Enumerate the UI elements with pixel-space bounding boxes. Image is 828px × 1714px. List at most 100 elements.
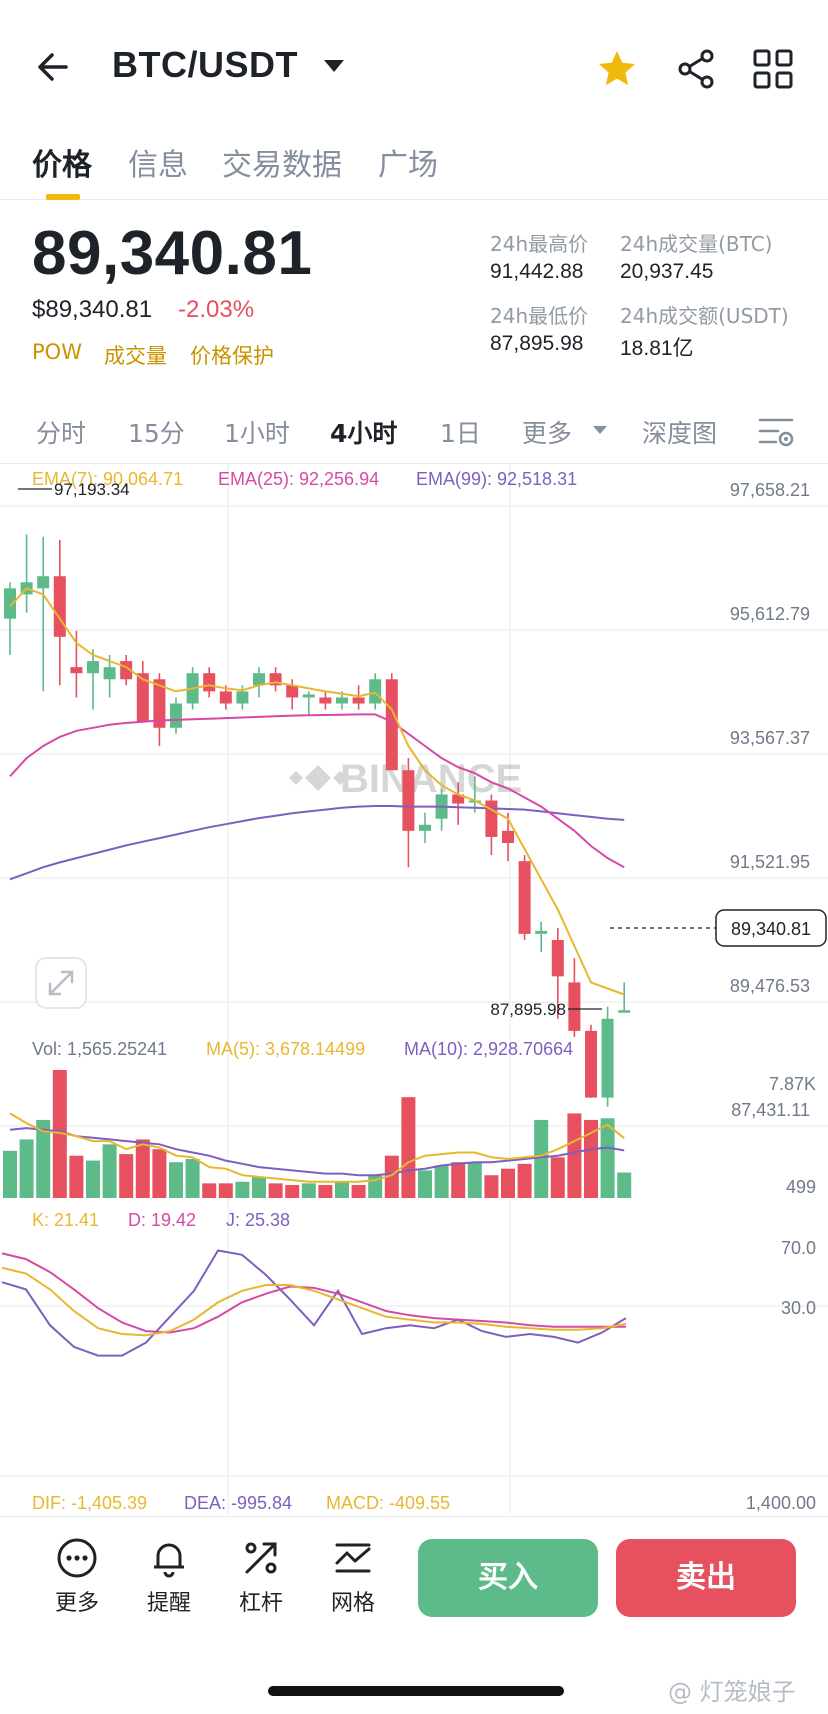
ema99-line <box>9 805 625 881</box>
chart-canvas[interactable]: BINANCE EMA(7): 90,064.71 EMA(25): 92,25… <box>0 464 828 1514</box>
sell-button[interactable]: 卖出 <box>616 1539 796 1617</box>
tab-square[interactable]: 广场 <box>378 148 438 183</box>
candle-body <box>618 1010 631 1013</box>
stat-vol-btc-label: 24h成交量(BTC) <box>620 232 773 256</box>
vol-tick-max: 7.87K <box>769 1074 816 1094</box>
price-tick-5: 89,476.53 <box>730 976 810 996</box>
grid-icon[interactable] <box>752 48 794 90</box>
candle-body <box>535 930 548 934</box>
pair-title[interactable]: BTC/USDT <box>112 44 298 85</box>
buy-button[interactable]: 买入 <box>418 1539 598 1617</box>
volume-bar <box>285 1184 300 1198</box>
expand-button[interactable] <box>35 957 87 1009</box>
kdj-tick-70: 70.0 <box>781 1238 816 1258</box>
interval-15m[interactable]: 15分 <box>128 419 185 448</box>
kdj-d-legend: D: 19.42 <box>128 1210 196 1230</box>
expand-icon <box>48 970 74 996</box>
kdj-j-legend: J: 25.38 <box>226 1210 290 1230</box>
page-tabs: 价格 信息 交易数据 广场 <box>0 130 828 200</box>
tab-info[interactable]: 信息 <box>128 148 188 183</box>
volume-bar <box>501 1168 515 1198</box>
last-price-box[interactable] <box>715 909 827 947</box>
grid-trading-label: 网格 <box>330 1591 375 1616</box>
chart-grid <box>0 464 828 1514</box>
volume-bar <box>185 1158 200 1198</box>
alert-button[interactable]: 提醒 <box>124 1537 214 1617</box>
share-icon[interactable] <box>676 48 718 90</box>
star-icon[interactable] <box>596 48 638 90</box>
candle-body <box>170 703 182 728</box>
kdj-d-line <box>1 1252 626 1334</box>
stat-vol-usdt-value: 18.81亿 <box>620 337 694 360</box>
volume-bar <box>617 1172 632 1198</box>
price-tick-1: 97,658.21 <box>730 480 810 500</box>
kline-chart[interactable]: BINANCE EMA(7): 90,064.71 EMA(25): 92,25… <box>0 464 828 1514</box>
volume-bar <box>218 1183 233 1198</box>
kdj-k-legend: K: 21.41 <box>32 1210 99 1230</box>
ema25-legend: EMA(25): 92,256.94 <box>218 469 379 489</box>
stat-low-label: 24h最低价 <box>490 304 589 328</box>
tag-volume[interactable]: 成交量 <box>104 344 167 368</box>
header-bar: BTC/USDT <box>0 0 828 130</box>
ema7-line <box>9 587 625 996</box>
tag-pow[interactable]: POW <box>32 340 82 364</box>
candle-body <box>402 770 415 831</box>
stat-high-label: 24h最高价 <box>490 232 589 256</box>
grid-trading-button[interactable]: 网格 <box>308 1537 398 1617</box>
candle-body <box>236 691 249 704</box>
caret-down-icon[interactable] <box>592 425 608 435</box>
candle-body <box>419 824 431 831</box>
price-tick-2: 95,612.79 <box>730 604 810 624</box>
volume-bar <box>517 1163 532 1198</box>
more-icon <box>57 1538 97 1578</box>
more-button[interactable]: 更多 <box>32 1537 122 1617</box>
kdj-layer <box>1 1249 627 1357</box>
caret-down-icon[interactable] <box>322 58 346 74</box>
interval-time[interactable]: 分时 <box>36 419 87 448</box>
volume-bar <box>169 1162 183 1198</box>
interval-1h[interactable]: 1小时 <box>224 419 290 448</box>
volume-bar <box>3 1150 17 1198</box>
candle-body <box>336 697 348 704</box>
price-tick-4: 91,521.95 <box>730 852 810 872</box>
last-price: 89,340.81 <box>32 219 313 288</box>
price-tick-3: 93,567.37 <box>730 728 810 748</box>
candle-body <box>452 794 465 804</box>
tag-price-protection[interactable]: 价格保护 <box>190 344 274 368</box>
volume-bar <box>550 1157 565 1198</box>
candle-body <box>568 982 581 1031</box>
chart-settings-icon[interactable] <box>758 415 794 449</box>
tab-price[interactable]: 价格 <box>32 148 92 183</box>
price-tick-6: 87,431.11 <box>731 1100 810 1120</box>
leverage-button[interactable]: 杠杆 <box>216 1537 306 1617</box>
low-marker: 87,895.98 <box>490 1000 566 1019</box>
arrow-left-icon[interactable] <box>32 45 76 89</box>
bell-icon <box>154 1543 184 1578</box>
volume-bar <box>418 1170 432 1198</box>
vol-ma5-line <box>9 1112 625 1183</box>
author-watermark: @ 灯笼娘子 <box>668 1678 796 1706</box>
volume-bar <box>235 1181 250 1198</box>
volume-bar <box>19 1139 34 1198</box>
candle-body <box>551 939 564 977</box>
tab-trading-data[interactable]: 交易数据 <box>222 148 342 183</box>
vol-ma5-legend: MA(5): 3,678.14499 <box>206 1039 365 1059</box>
stat-high-value: 91,442.88 <box>490 260 584 283</box>
more-label: 更多 <box>54 1591 99 1616</box>
stat-vol-btc-value: 20,937.45 <box>620 260 714 283</box>
candle-body <box>4 588 16 619</box>
candle-body <box>253 673 265 686</box>
volume-bar <box>335 1181 349 1198</box>
home-indicator[interactable] <box>268 1686 564 1696</box>
usd-price: $89,340.81 <box>32 296 153 323</box>
interval-4h[interactable]: 4小时 <box>330 419 398 448</box>
interval-more[interactable]: 更多 <box>522 419 573 448</box>
volume-bar <box>318 1184 333 1198</box>
interval-1d[interactable]: 1日 <box>440 419 481 448</box>
vol-ma10-legend: MA(10): 2,928.70664 <box>404 1039 573 1059</box>
volume-bar <box>152 1149 167 1198</box>
candle-body <box>369 679 382 704</box>
interval-depth[interactable]: 深度图 <box>642 419 718 448</box>
kdj-k-line <box>1 1266 627 1337</box>
ema7-legend: EMA(7): 90,064.71 <box>32 469 183 489</box>
